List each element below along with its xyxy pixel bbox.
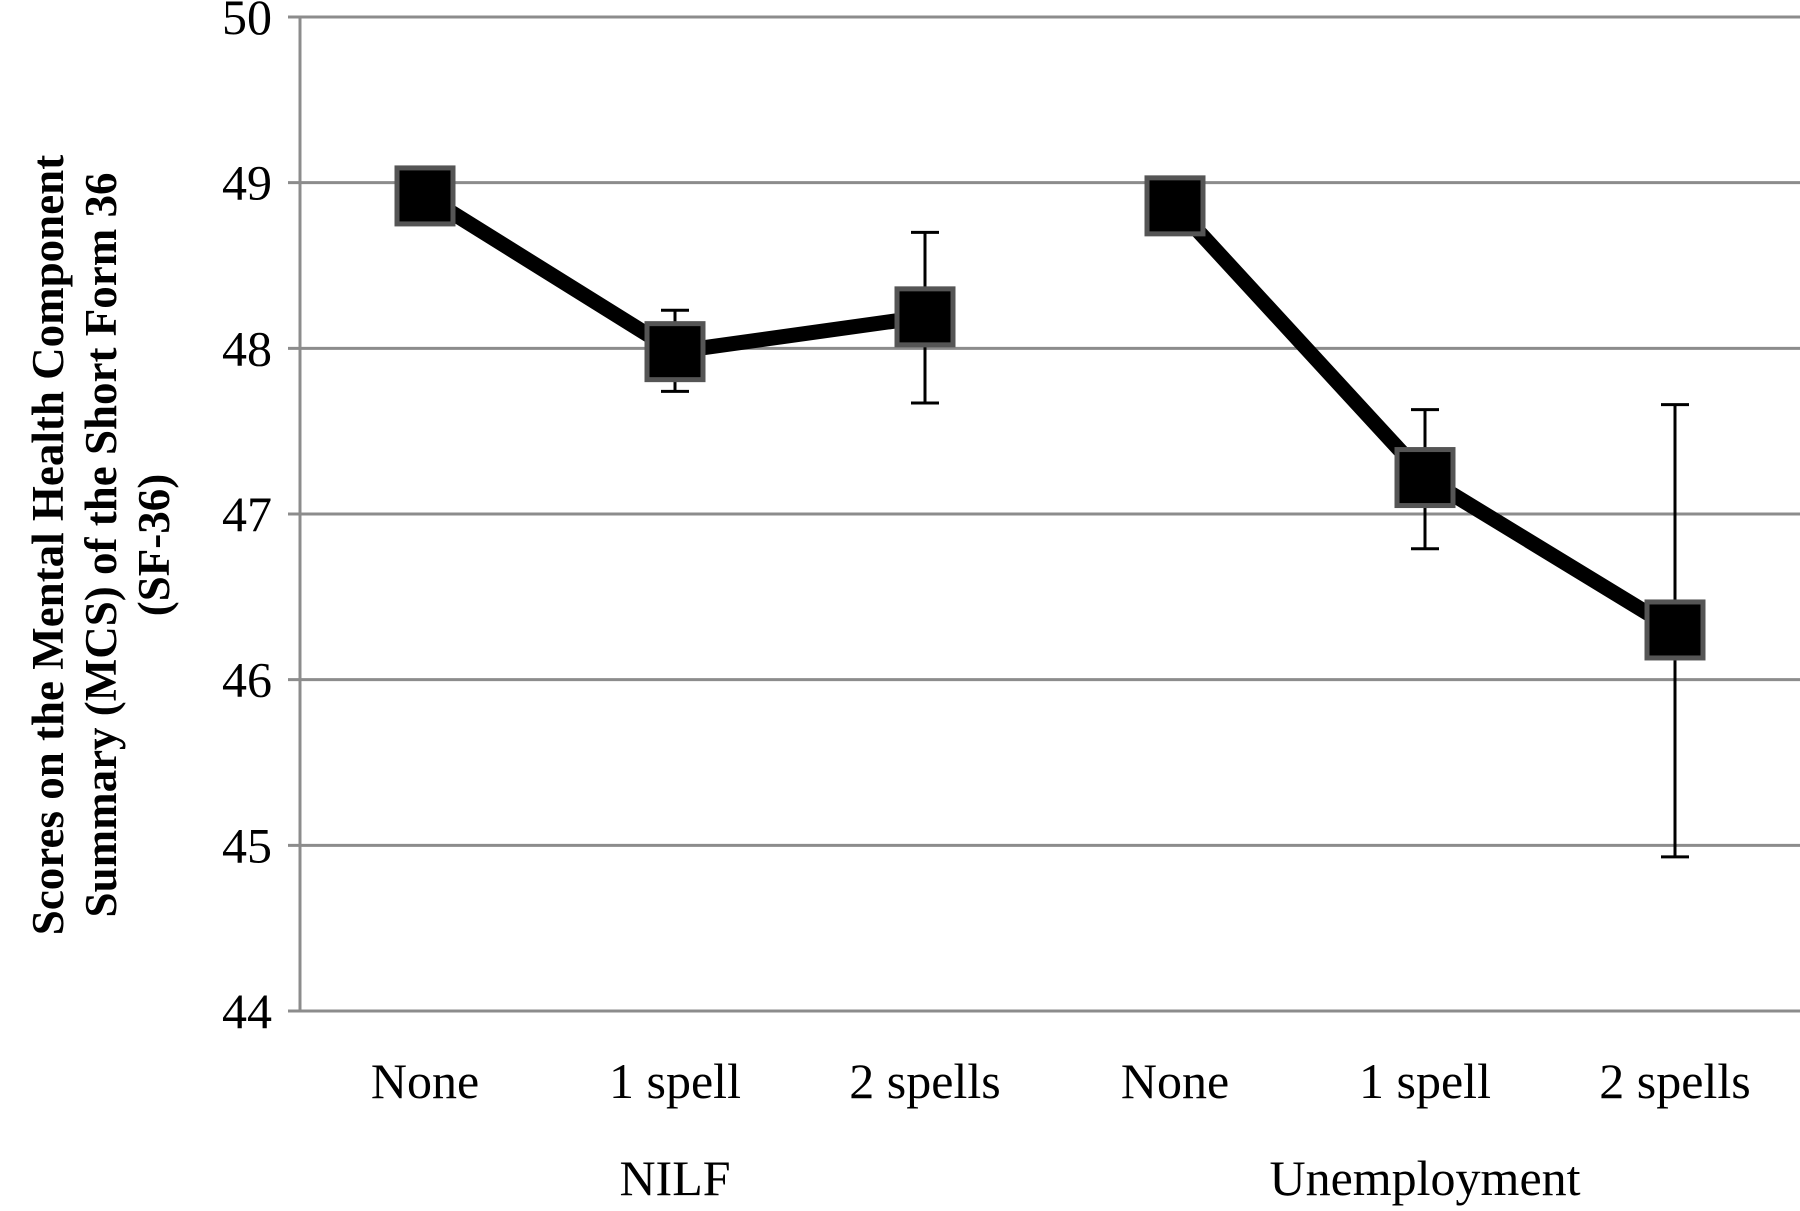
- y-tick-label: 49: [222, 155, 272, 211]
- y-tick-labels: 44 45 46 47 48 49 50: [222, 0, 272, 1039]
- y-tick-label: 45: [222, 817, 272, 873]
- y-tick-label: 44: [222, 983, 272, 1039]
- data-point: [394, 165, 456, 227]
- y-axis-title-line-3: (SF-36): [129, 474, 179, 616]
- x-group-labels: NILF Unemployment: [619, 1150, 1580, 1206]
- y-tick-label: 46: [222, 652, 272, 708]
- y-tick-label: 48: [222, 320, 272, 376]
- y-tick-label: 47: [222, 486, 272, 542]
- x-category-labels: None 1 spell 2 spells None 1 spell 2 spells: [371, 1053, 1751, 1109]
- data-point: [894, 286, 956, 348]
- x-category-label: 2 spells: [1599, 1053, 1750, 1109]
- series-lines: [421, 189, 1679, 637]
- data-point: [1644, 599, 1706, 661]
- x-category-label: 1 spell: [609, 1053, 741, 1109]
- x-category-label: 2 spells: [849, 1053, 1000, 1109]
- data-point: [1144, 175, 1206, 237]
- y-axis-title-line-2: Summary (MCS) of the Short Form 36: [76, 173, 126, 918]
- data-point: [644, 321, 706, 383]
- y-axis-title-line-1: Scores on the Mental Health Component: [23, 155, 73, 935]
- gridlines: [288, 15, 1800, 1013]
- data-markers: [394, 165, 1706, 661]
- x-group-label-nilf: NILF: [619, 1150, 730, 1206]
- x-category-label: None: [371, 1053, 479, 1109]
- y-tick-label: 50: [222, 0, 272, 45]
- x-group-label-unemployment: Unemployment: [1269, 1150, 1580, 1206]
- y-axis-title: Scores on the Mental Health Component Su…: [23, 155, 179, 935]
- x-category-label: None: [1121, 1053, 1229, 1109]
- data-point: [1394, 447, 1456, 509]
- x-category-label: 1 spell: [1359, 1053, 1491, 1109]
